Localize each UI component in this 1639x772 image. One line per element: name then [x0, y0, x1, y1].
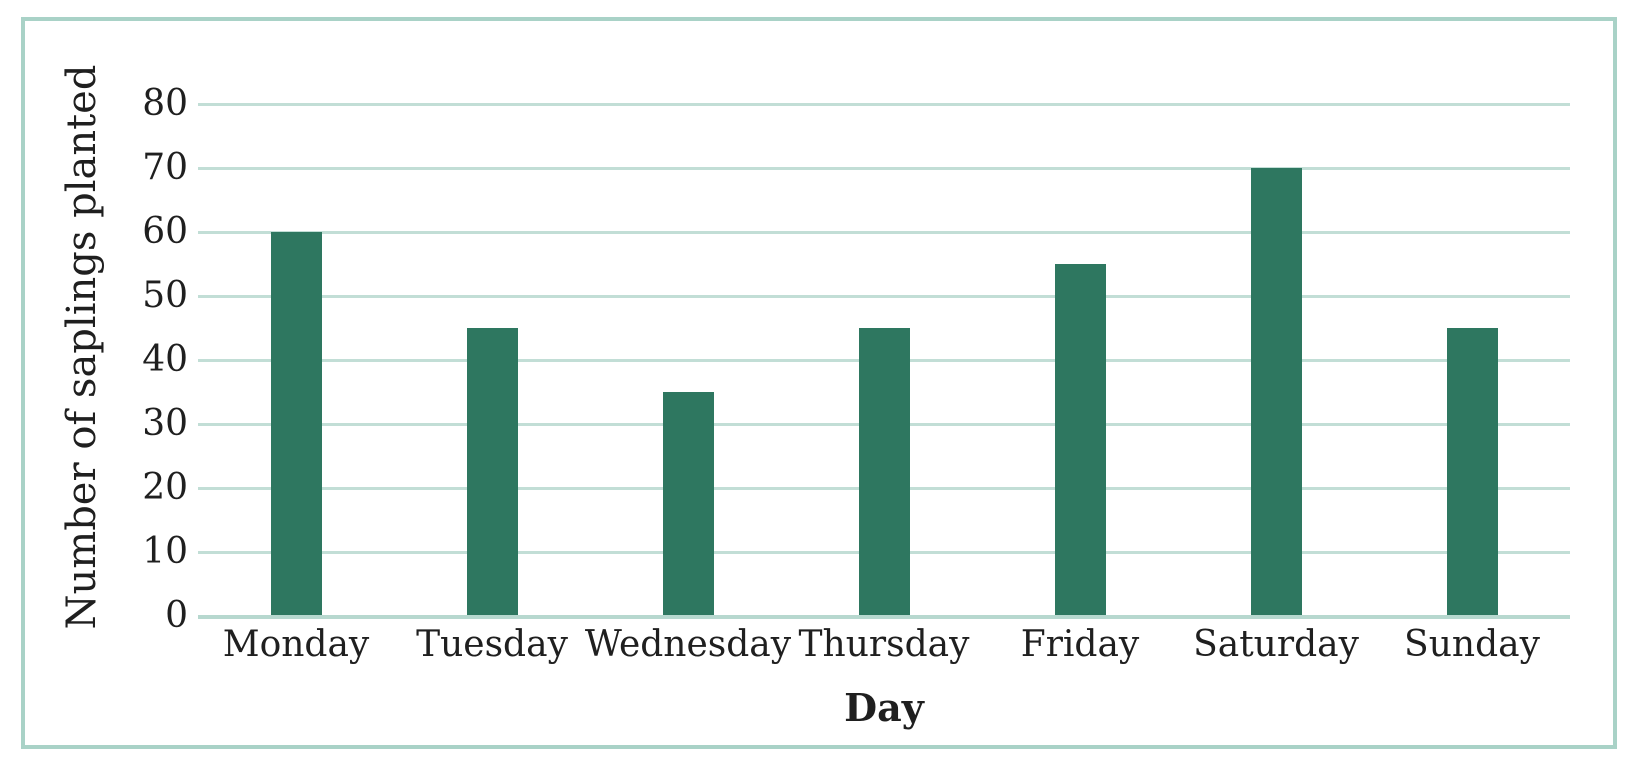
x-tick-label-tuesday: Tuesday — [416, 624, 568, 665]
y-tick-label-0: 0 — [165, 595, 188, 636]
bar-tuesday — [466, 328, 518, 616]
gridline-70 — [198, 166, 1570, 170]
bar-wednesday — [662, 392, 714, 616]
bar-saturday — [1250, 168, 1302, 616]
bar-monday — [270, 232, 322, 616]
chart-border-frame — [21, 17, 1617, 749]
y-tick-label-30: 30 — [142, 403, 188, 444]
gridline-80 — [198, 102, 1570, 106]
bar-thursday — [858, 328, 910, 616]
x-tick-label-thursday: Thursday — [798, 624, 970, 665]
x-axis-line — [198, 615, 1570, 619]
y-tick-label-50: 50 — [142, 275, 188, 316]
y-tick-label-20: 20 — [142, 467, 188, 508]
gridline-60 — [198, 230, 1570, 234]
x-tick-label-sunday: Sunday — [1404, 624, 1540, 665]
y-tick-label-70: 70 — [142, 147, 188, 188]
bar-sunday — [1446, 328, 1498, 616]
x-tick-label-friday: Friday — [1020, 624, 1140, 665]
y-tick-label-10: 10 — [142, 531, 188, 572]
x-tick-label-saturday: Saturday — [1193, 624, 1359, 665]
x-tick-label-monday: Monday — [222, 624, 370, 665]
x-axis-title: Day — [844, 685, 924, 730]
y-tick-label-80: 80 — [142, 83, 188, 124]
x-tick-label-wednesday: Wednesday — [584, 624, 792, 665]
bar-friday — [1054, 264, 1106, 616]
y-tick-label-60: 60 — [142, 211, 188, 252]
y-tick-label-40: 40 — [142, 339, 188, 380]
gridline-50 — [198, 294, 1570, 298]
